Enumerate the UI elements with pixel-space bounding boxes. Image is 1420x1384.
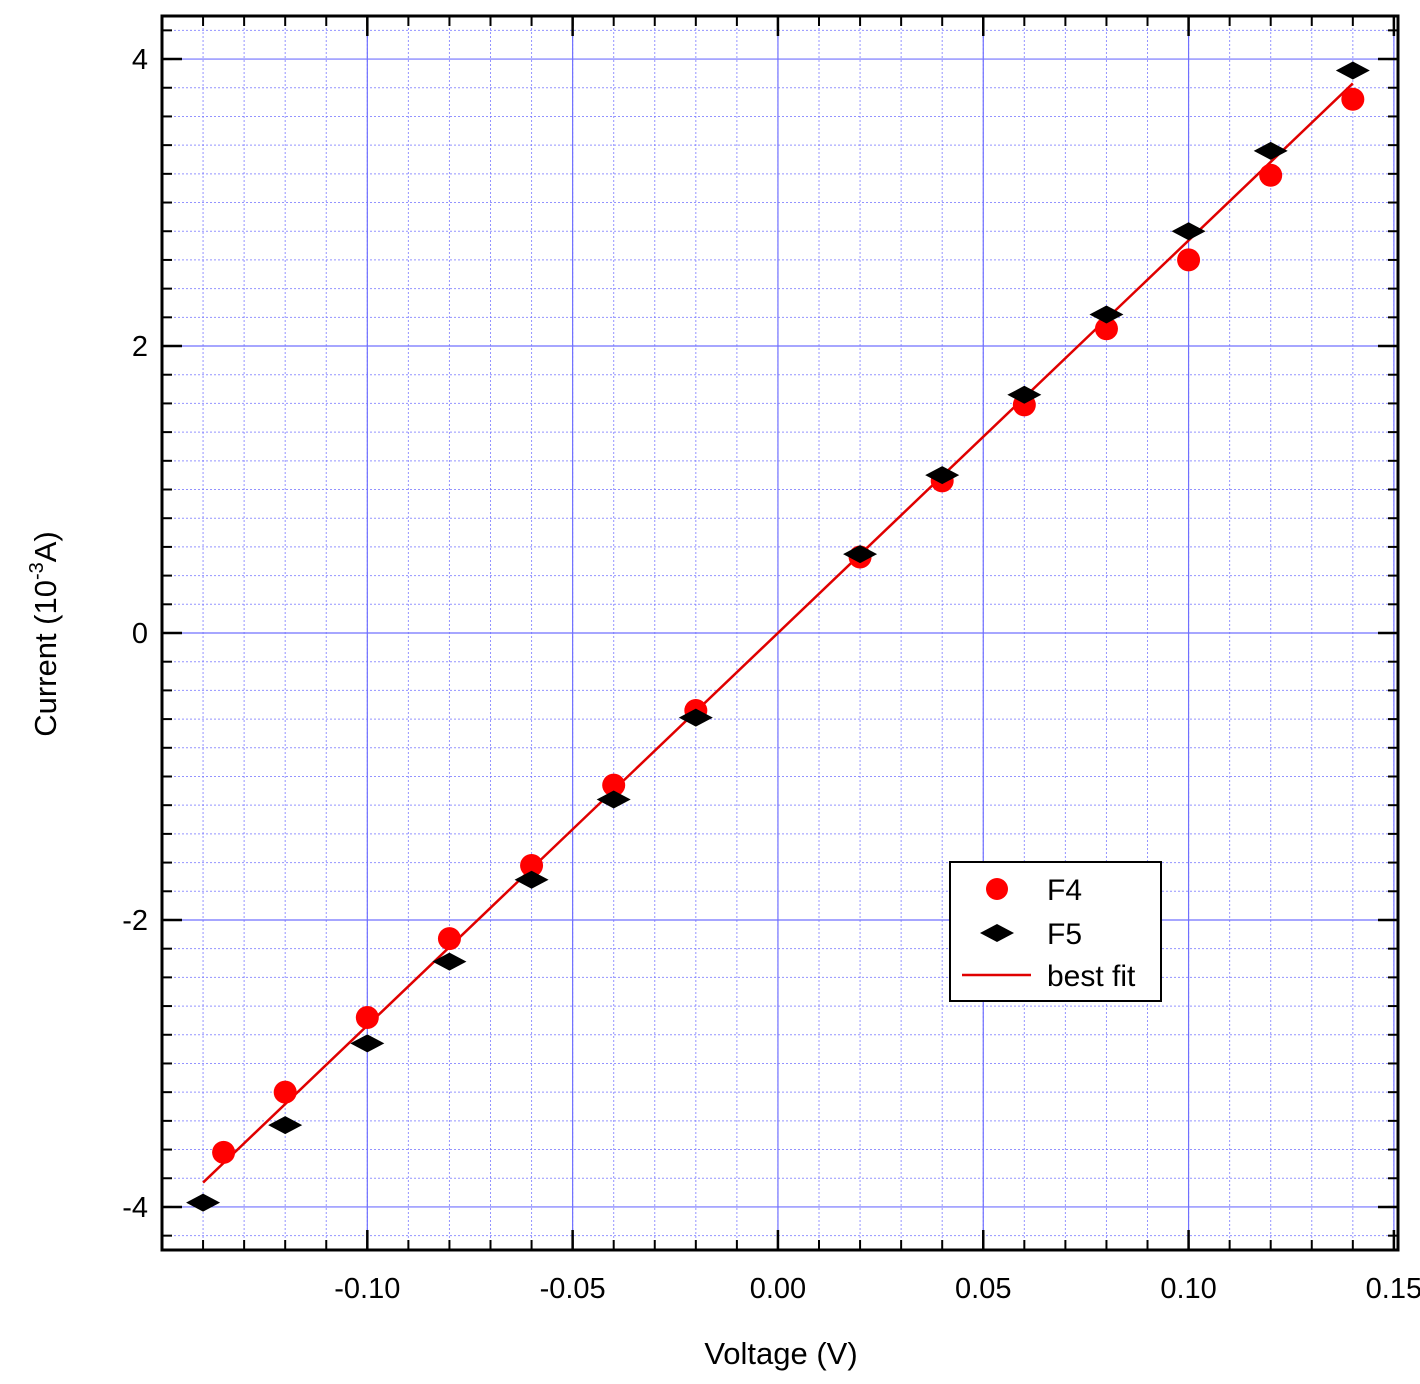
x-tick-label: -0.05 <box>540 1273 606 1305</box>
f5-point <box>843 545 878 564</box>
f5-point <box>432 952 467 971</box>
f5-point <box>1007 385 1042 404</box>
y-axis-title-exponent: -3 <box>26 562 48 580</box>
f5-point <box>925 466 960 485</box>
f5-point <box>1171 222 1206 241</box>
legend-fit-label: best fit <box>1047 960 1136 993</box>
x-tick-label: 0.10 <box>1160 1273 1216 1305</box>
y-tick-label: 4 <box>132 44 148 76</box>
x-tick-label: 0.15 <box>1366 1273 1420 1305</box>
f5-point <box>1335 61 1370 80</box>
f5-point <box>350 1034 385 1053</box>
f4-point <box>1094 317 1118 341</box>
axis-ticks <box>162 16 1398 1250</box>
best-fit-layer <box>202 82 1354 1184</box>
legend: F4 F5 best fit <box>949 861 1162 1002</box>
series-f4-points <box>212 87 1365 1164</box>
y-axis-title: Current (10-3A) <box>26 531 63 737</box>
f4-point <box>520 853 544 877</box>
x-tick-labels: -0.10 -0.05 0.00 0.05 0.10 0.15 <box>334 1273 1420 1305</box>
y-tick-label: -2 <box>122 905 148 937</box>
f5-point <box>186 1193 221 1212</box>
x-tick-label: -0.10 <box>334 1273 400 1305</box>
f5-point <box>596 790 631 809</box>
f5-point <box>1089 305 1124 324</box>
major-gridlines <box>162 16 1398 1250</box>
y-tick-labels: -4 -2 0 2 4 <box>122 44 148 1224</box>
x-axis-title: Voltage (V) <box>704 1336 857 1371</box>
legend-f4-marker <box>986 878 1008 900</box>
f4-point <box>1259 163 1283 187</box>
f4-point <box>602 773 626 797</box>
best-fit-line <box>202 82 1354 1184</box>
f4-point <box>1177 248 1201 272</box>
f5-point <box>514 870 549 889</box>
legend-f4-label: F4 <box>1047 874 1082 907</box>
f5-point <box>678 708 713 727</box>
f4-point <box>212 1140 236 1164</box>
x-tick-label: 0.05 <box>955 1273 1011 1305</box>
f4-point <box>1341 87 1365 111</box>
f5-point <box>1253 141 1288 160</box>
f4-point <box>437 927 461 951</box>
legend-f5-marker <box>980 924 1014 942</box>
f4-point <box>355 1006 379 1030</box>
y-tick-label: -4 <box>122 1192 148 1224</box>
legend-f5-label: F5 <box>1047 918 1082 951</box>
f4-point <box>273 1080 297 1104</box>
y-tick-label: 0 <box>132 618 148 650</box>
y-axis-title-prefix: Current (10 <box>28 580 63 737</box>
f5-point <box>268 1116 303 1135</box>
x-tick-label: 0.00 <box>750 1273 806 1305</box>
series-f5-points <box>186 61 1370 1212</box>
y-axis-title-suffix: A) <box>28 531 63 562</box>
y-tick-label: 2 <box>132 331 148 363</box>
